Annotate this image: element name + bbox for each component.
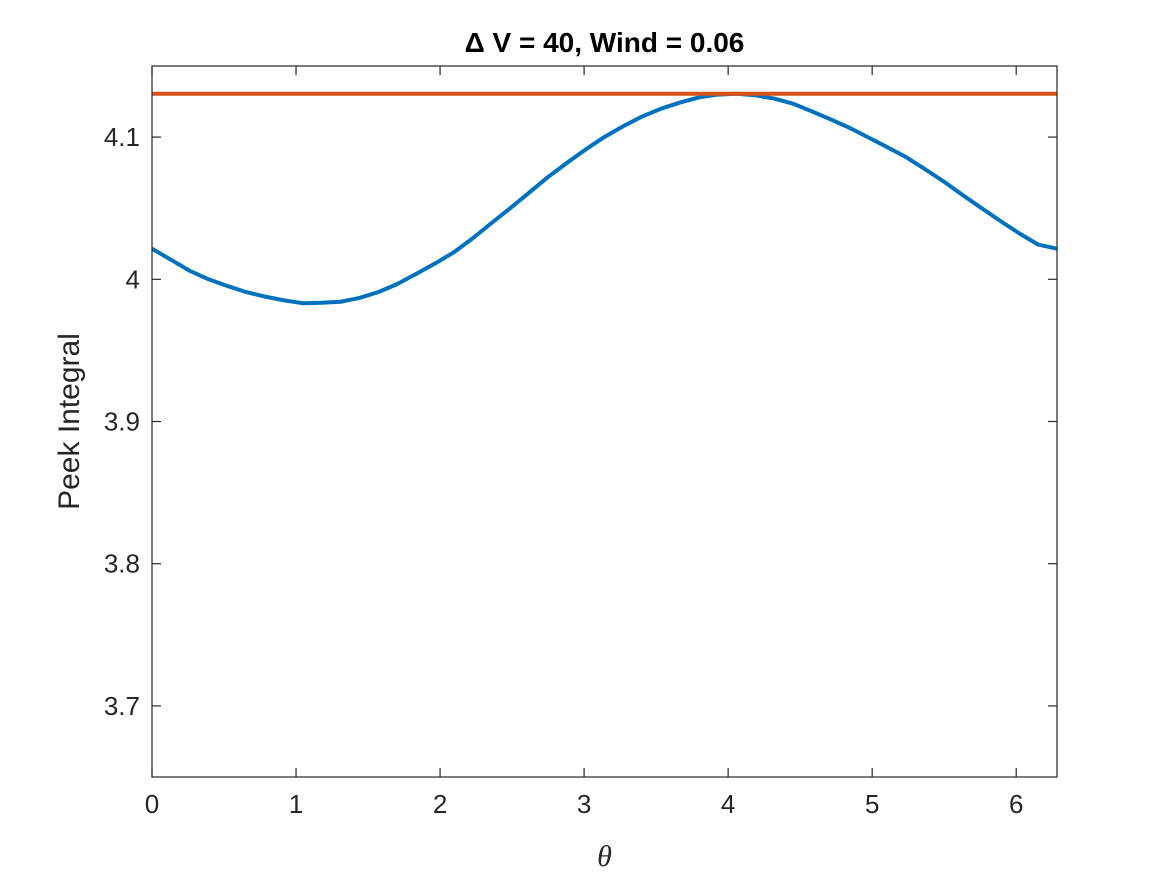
- y-tick-label: 3.8: [104, 549, 140, 579]
- x-tick-label: 3: [577, 789, 591, 819]
- x-tick-label: 4: [721, 789, 735, 819]
- tick-layer: 0 1 2 3 4 5 6 3.7 3.8 3.9 4 4.1: [104, 66, 1057, 819]
- plot-area: [152, 66, 1057, 777]
- y-tick-label: 3.7: [104, 691, 140, 721]
- y-axis-label: Peek Integral: [53, 333, 86, 510]
- x-tick-label: 2: [433, 789, 447, 819]
- y-tick-label: 4: [126, 264, 140, 294]
- y-tick-label: 3.9: [104, 407, 140, 437]
- axes-box: [151, 65, 1058, 778]
- x-tick-label: 1: [289, 789, 303, 819]
- x-axis-label: θ: [597, 840, 612, 873]
- series-layer: [150, 91, 1058, 306]
- x-tick-label: 6: [1009, 789, 1023, 819]
- chart-title: Δ V = 40, Wind = 0.06: [465, 27, 745, 58]
- y-tick-label: 4.1: [104, 122, 140, 152]
- x-tick-label: 5: [865, 789, 879, 819]
- x-tick-label: 0: [145, 789, 159, 819]
- series-line-peek-integral: [150, 91, 1058, 306]
